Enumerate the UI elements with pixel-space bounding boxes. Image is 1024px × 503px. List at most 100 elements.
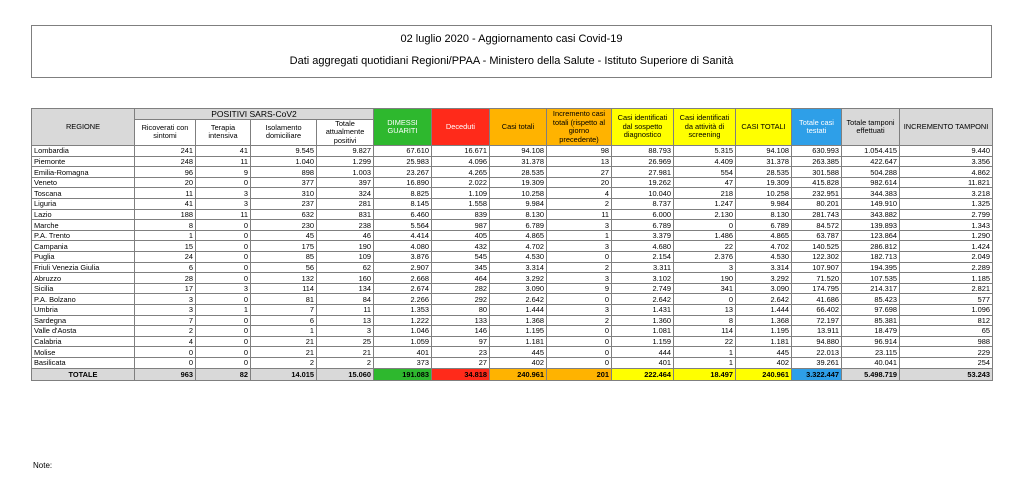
value-cell: 3 (546, 219, 612, 231)
col-header-tamponi: Totale tamponi effettuati (841, 107, 900, 147)
value-cell: 2.674 (373, 282, 432, 295)
value-cell: 23 (431, 346, 490, 358)
value-cell: 3 (195, 187, 251, 200)
value-cell: 13 (316, 314, 374, 327)
region-name-cell: Marche (31, 219, 135, 231)
value-cell: 134 (316, 282, 374, 295)
value-cell: 46 (316, 229, 374, 242)
value-cell: 3 (546, 240, 612, 253)
value-cell: 40.041 (841, 356, 900, 369)
value-cell: 9.827 (316, 145, 374, 157)
value-cell: 20 (134, 176, 196, 189)
value-cell: 0 (195, 356, 251, 369)
region-name-cell: Calabria (31, 335, 135, 348)
table-row: Valle d'Aosta 2 0 1 3 1.046 146 1.195 0 1.081 114 1… (31, 325, 993, 337)
report-header: 02 luglio 2020 - Aggiornamento casi Covi… (31, 25, 992, 78)
value-cell: 45 (250, 229, 317, 242)
value-cell: 9.984 (489, 198, 547, 210)
value-cell: 28 (134, 272, 196, 284)
value-cell: 1.181 (489, 335, 547, 348)
region-name-cell: Veneto (31, 176, 135, 189)
value-cell: 6 (250, 314, 317, 327)
value-cell: 94.108 (735, 145, 792, 157)
value-cell: 140.525 (791, 240, 842, 253)
value-cell: 16.671 (431, 145, 490, 157)
value-cell: 545 (431, 251, 490, 263)
note-label: Note: (33, 461, 53, 470)
value-cell: 84.572 (791, 219, 842, 231)
value-cell: 1.059 (373, 335, 432, 348)
value-cell: 0 (546, 293, 612, 305)
value-cell: 85 (250, 251, 317, 263)
value-cell: 229 (899, 346, 993, 358)
table-row: Puglia 24 0 85 109 3.876 545 4.530 0 2.154 2.376 4.… (31, 251, 993, 263)
value-cell: 2.668 (373, 272, 432, 284)
value-cell: 2 (546, 314, 612, 327)
table-row: Lombardia 241 41 9.545 9.827 67.610 16.671 94.1… (31, 145, 993, 157)
value-cell: 1.040 (250, 155, 317, 168)
value-cell: 3.292 (489, 272, 547, 284)
value-cell: 132 (250, 272, 317, 284)
region-name-cell: Umbria (31, 304, 135, 316)
value-cell: 8.130 (489, 208, 547, 221)
value-cell: 27 (431, 356, 490, 369)
value-cell: 39.261 (791, 356, 842, 369)
col-header-casi-totali: Casi totali (489, 107, 547, 147)
value-cell: 94.880 (791, 335, 842, 348)
value-cell: 4.530 (735, 251, 792, 263)
value-cell: 25.983 (373, 155, 432, 168)
value-cell: 282 (431, 282, 490, 295)
value-cell: 4.702 (489, 240, 547, 253)
value-cell: 27 (546, 166, 612, 178)
value-cell: 4.530 (489, 251, 547, 263)
total-value-cell: 18.497 (673, 367, 736, 381)
value-cell: 8 (673, 314, 736, 327)
value-cell: 0 (546, 325, 612, 337)
value-cell: 1.325 (899, 198, 993, 210)
value-cell: 248 (134, 155, 196, 168)
value-cell: 1.159 (611, 335, 674, 348)
value-cell: 8.130 (735, 208, 792, 221)
value-cell: 292 (431, 293, 490, 305)
value-cell: 22 (673, 240, 736, 253)
value-cell: 31.378 (489, 155, 547, 168)
value-cell: 4.409 (673, 155, 736, 168)
value-cell: 3 (134, 304, 196, 316)
value-cell: 133 (431, 314, 490, 327)
value-cell: 1 (250, 325, 317, 337)
value-cell: 21 (250, 346, 317, 358)
value-cell: 190 (316, 240, 374, 253)
value-cell: 4.702 (735, 240, 792, 253)
region-name-cell: Sardegna (31, 314, 135, 327)
value-cell: 341 (673, 282, 736, 295)
value-cell: 11 (195, 155, 251, 168)
value-cell: 0 (546, 335, 612, 348)
value-cell: 4 (546, 187, 612, 200)
table-row: Lazio 188 11 632 831 6.460 839 8.130 11 6.000 2.13… (31, 208, 993, 221)
value-cell: 373 (373, 356, 432, 369)
value-cell: 0 (134, 346, 196, 358)
value-cell: 47 (673, 176, 736, 189)
positivi-group-header: POSITIVI SARS-CoV2 (134, 108, 374, 120)
value-cell: 554 (673, 166, 736, 178)
value-cell: 3 (195, 282, 251, 295)
table-row: Sicilia 17 3 114 134 2.674 282 3.090 9 2.749 341 3.… (31, 282, 993, 295)
value-cell: 27.981 (611, 166, 674, 178)
value-cell: 1.247 (673, 198, 736, 210)
col-header-deceduti: Deceduti (431, 107, 490, 147)
value-cell: 107.535 (841, 272, 900, 284)
value-cell: 632 (250, 208, 317, 221)
value-cell: 80.201 (791, 198, 842, 210)
col-header-dimessi-guariti: DIMESSI GUARITI (373, 107, 432, 147)
value-cell: 139.893 (841, 219, 900, 231)
report-subtitle: Dati aggregati quotidiani Regioni/PPAA -… (289, 55, 734, 67)
value-cell: 1.343 (899, 219, 993, 231)
value-cell: 3 (546, 272, 612, 284)
value-cell: 72.197 (791, 314, 842, 327)
value-cell: 107.907 (791, 261, 842, 274)
value-cell: 281 (316, 198, 374, 210)
value-cell: 2.289 (899, 261, 993, 274)
region-name-cell: P.A. Bolzano (31, 293, 135, 305)
value-cell: 8 (134, 219, 196, 231)
value-cell: 3 (134, 293, 196, 305)
